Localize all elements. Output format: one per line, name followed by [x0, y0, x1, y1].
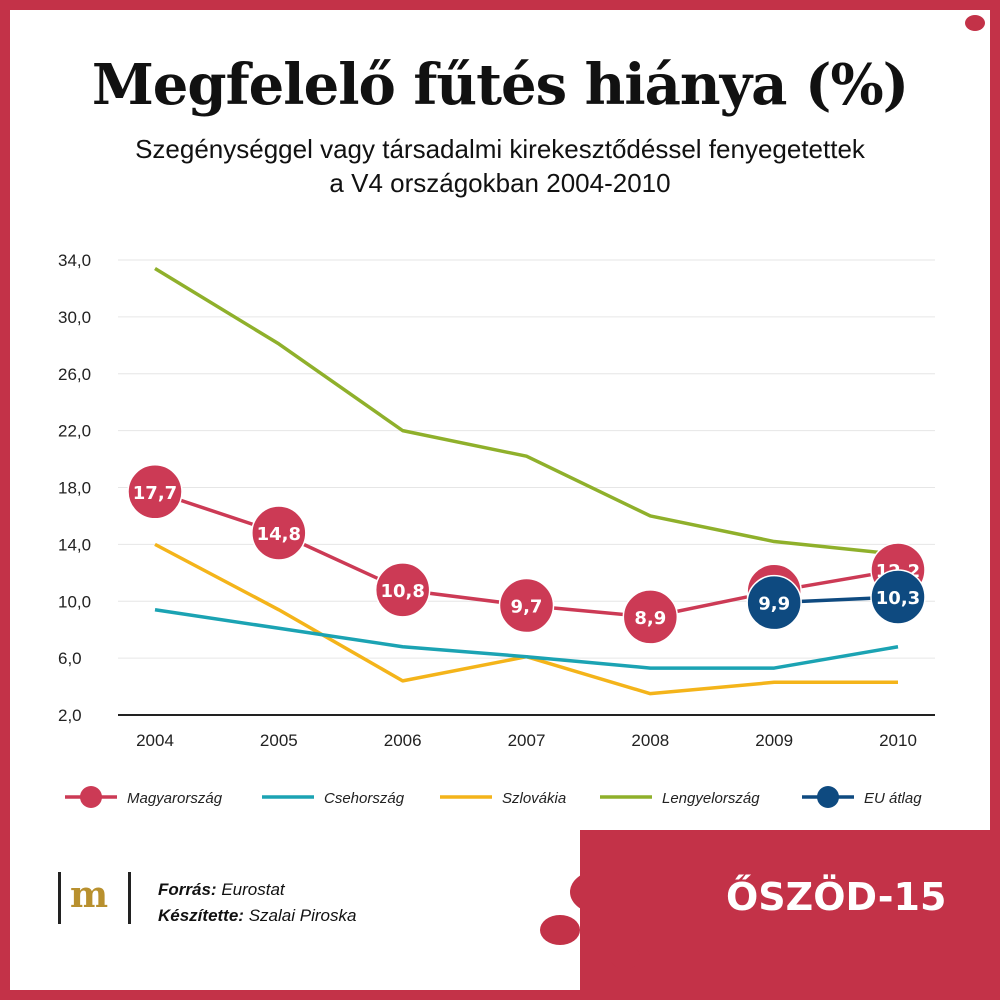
legend-label: Szlovákia: [502, 790, 566, 807]
paint-spatter: [570, 870, 630, 914]
x-tick-label: 2009: [755, 731, 793, 750]
brand-band: [580, 830, 990, 990]
data-point-marker: [251, 505, 307, 561]
legend-label: Csehország: [324, 790, 405, 807]
legend-swatch-marker: [80, 786, 102, 808]
legend-label: Lengyelország: [662, 790, 760, 807]
logo-bar-left: [58, 872, 61, 924]
data-label: 10,3: [876, 588, 920, 609]
data-point-marker: [746, 574, 802, 631]
chart-subtitle: Szegénységgel vagy társadalmi kirekesztő…: [0, 132, 1000, 200]
chart-title: Megfelelő fűtés hiánya (%): [91, 52, 909, 118]
paint-spatter: [965, 15, 985, 31]
series-line-lengyelország: [154, 267, 899, 557]
y-tick-label: 2,0: [58, 706, 82, 725]
y-tick-label: 34,0: [58, 251, 91, 270]
data-point-marker: [127, 464, 183, 520]
data-label: 14,8: [257, 524, 301, 545]
x-tick-label: 2008: [631, 731, 669, 750]
logo-letter: m: [70, 874, 109, 916]
x-tick-label: 2010: [879, 731, 917, 750]
y-tick-label: 14,0: [58, 535, 91, 554]
y-tick-label: 10,0: [58, 592, 91, 611]
publisher-logo: m: [58, 872, 132, 924]
author-value: Szalai Piroska: [248, 906, 357, 925]
author-label: Készítette:: [158, 906, 244, 925]
credits: Forrás: Eurostat Készítette: Szalai Piro…: [158, 877, 356, 929]
x-tick-label: 2007: [508, 731, 546, 750]
y-tick-label: 6,0: [58, 649, 82, 668]
paint-spatter: [540, 915, 580, 945]
y-tick-label: 18,0: [58, 479, 91, 498]
paint-spatter: [610, 945, 640, 969]
legend-label: EU átlag: [864, 790, 922, 807]
data-label: 17,7: [133, 483, 177, 504]
subtitle-line-2: a V4 országokban 2004-2010: [329, 168, 671, 198]
brand-tag: ŐSZÖD-15: [726, 875, 947, 919]
subtitle-line-1: Szegénységgel vagy társadalmi kirekesztő…: [135, 134, 865, 164]
data-point-marker: [622, 589, 679, 645]
data-label: 10,8: [380, 581, 424, 602]
source-value: Eurostat: [221, 880, 285, 899]
series-line-csehország: [154, 608, 899, 670]
data-label: 9,9: [758, 594, 790, 615]
data-point-marker: [498, 577, 555, 634]
legend-swatch-marker: [817, 786, 839, 808]
data-point-marker: [374, 562, 431, 618]
x-tick-label: 2005: [260, 731, 298, 750]
source-label: Forrás:: [158, 880, 217, 899]
x-tick-label: 2006: [384, 731, 422, 750]
legend-label: Magyarország: [127, 790, 223, 807]
y-tick-label: 30,0: [58, 308, 91, 327]
data-label: 8,9: [634, 608, 666, 629]
data-label: 9,7: [511, 597, 543, 618]
data-point-marker: [870, 569, 926, 625]
logo-bar-right: [128, 872, 131, 924]
paint-spatter: [595, 840, 617, 858]
y-tick-label: 22,0: [58, 422, 91, 441]
y-tick-label: 26,0: [58, 365, 91, 384]
x-tick-label: 2004: [136, 731, 174, 750]
